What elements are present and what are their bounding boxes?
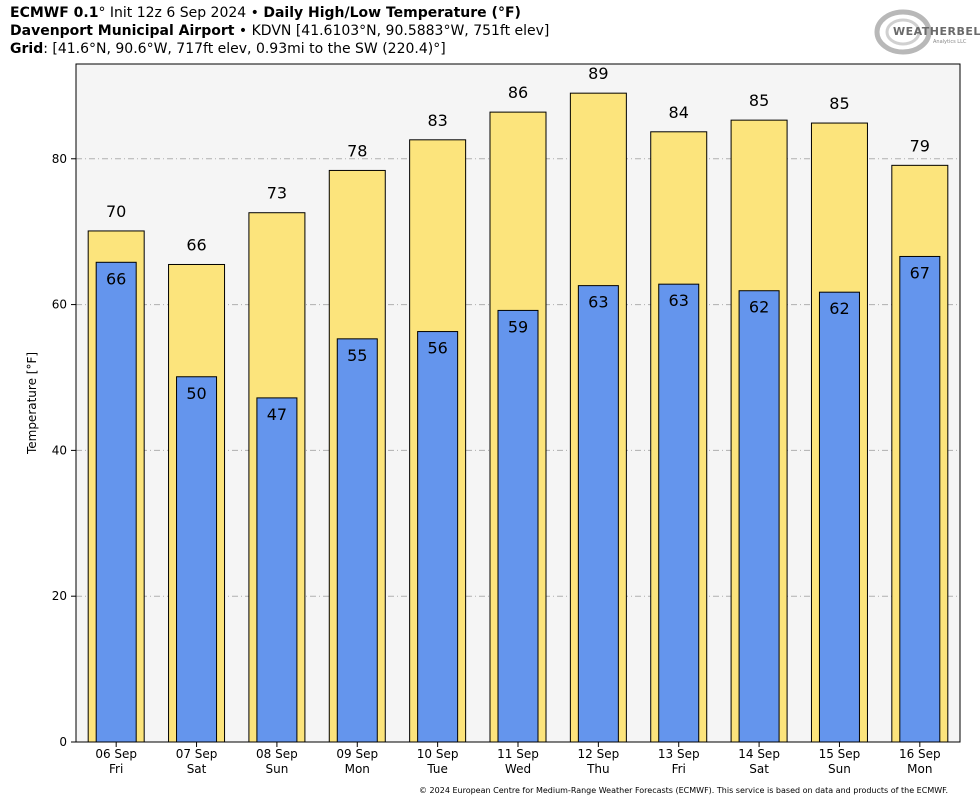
low-temperature-bars <box>95 255 941 743</box>
x-tick-date: 16 Sep <box>899 747 941 761</box>
init-time: Init 12z 6 Sep 2024 • <box>105 5 264 21</box>
x-tick-date: 13 Sep <box>658 747 700 761</box>
x-tick-weekday: Mon <box>907 762 932 776</box>
y-tick-label: 60 <box>52 298 67 312</box>
model-degree: ° <box>98 5 106 21</box>
x-tick-date: 08 Sep <box>256 747 298 761</box>
low-bar <box>176 376 218 743</box>
chart-header: ECMWF 0.1° Init 12z 6 Sep 2024 • Daily H… <box>10 4 549 58</box>
high-label: 83 <box>427 111 447 130</box>
high-label: 79 <box>910 136 930 155</box>
low-label: 47 <box>267 405 287 424</box>
low-bar <box>577 285 619 743</box>
x-tick-weekday: Tue <box>426 762 448 776</box>
x-tick-weekday: Sat <box>749 762 769 776</box>
data-labels: 70 66 66 50 73 47 78 55 83 56 86 59 89 63 84 63 85 62 85 62… <box>106 64 930 424</box>
low-bar <box>899 255 941 743</box>
header-line-2: Davenport Municipal Airport • KDVN [41.6… <box>10 22 549 40</box>
low-bar <box>497 309 539 743</box>
low-bar <box>336 338 378 743</box>
copyright-notice: © 2024 European Centre for Medium-Range … <box>419 786 948 795</box>
x-tick-date: 10 Sep <box>417 747 459 761</box>
high-label: 86 <box>508 83 528 102</box>
low-label: 59 <box>508 317 528 336</box>
model-name: ECMWF 0.1 <box>10 5 99 21</box>
x-tick-weekday: Wed <box>505 762 531 776</box>
x-tick-weekday: Thu <box>586 762 610 776</box>
grid-label: Grid <box>10 41 44 57</box>
low-label: 67 <box>910 263 930 282</box>
high-label: 73 <box>267 184 287 203</box>
high-label: 84 <box>669 103 689 122</box>
x-tick-date: 06 Sep <box>95 747 137 761</box>
low-label: 56 <box>427 339 447 358</box>
weatherbell-swirl-logo-icon <box>874 9 932 55</box>
chart-title: Daily High/Low Temperature (°F) <box>263 5 521 21</box>
header-line-1: ECMWF 0.1° Init 12z 6 Sep 2024 • Daily H… <box>10 4 549 22</box>
x-tick-date: 15 Sep <box>819 747 861 761</box>
high-label: 85 <box>749 91 769 110</box>
y-tick-label: 40 <box>52 443 67 457</box>
high-label: 85 <box>829 94 849 113</box>
high-label: 89 <box>588 64 608 83</box>
station-info: • KDVN [41.6103°N, 90.5883°W, 751ft elev… <box>234 23 550 39</box>
x-tick-date: 11 Sep <box>497 747 539 761</box>
header-line-3: Grid: [41.6°N, 90.6°W, 717ft elev, 0.93m… <box>10 40 549 58</box>
x-tick-date: 12 Sep <box>578 747 620 761</box>
x-tick-weekday: Sat <box>187 762 207 776</box>
low-label: 63 <box>669 291 689 310</box>
high-label: 66 <box>186 235 206 254</box>
x-tick-weekday: Fri <box>109 762 123 776</box>
low-bar <box>417 331 459 743</box>
low-bar <box>658 283 700 743</box>
x-tick-weekday: Fri <box>672 762 686 776</box>
x-tick-date: 09 Sep <box>336 747 378 761</box>
low-label: 62 <box>829 299 849 318</box>
high-label: 78 <box>347 141 367 160</box>
grid-info: : [41.6°N, 90.6°W, 717ft elev, 0.93mi to… <box>43 41 446 57</box>
low-label: 55 <box>347 346 367 365</box>
x-tick-date: 07 Sep <box>176 747 218 761</box>
x-tick-weekday: Sun <box>265 762 288 776</box>
y-tick-label: 20 <box>52 589 67 603</box>
low-bar <box>738 290 780 743</box>
station-name: Davenport Municipal Airport <box>10 23 235 39</box>
low-bar <box>95 261 137 743</box>
x-tick-weekday: Sun <box>828 762 851 776</box>
logo-subtext: Analytics LLC <box>933 39 967 45</box>
low-bar <box>818 291 860 743</box>
x-tick-date: 14 Sep <box>738 747 780 761</box>
high-label: 70 <box>106 202 126 221</box>
logo-text: WEATHERBELL <box>893 25 980 38</box>
low-label: 50 <box>186 384 206 403</box>
low-label: 66 <box>106 269 126 288</box>
low-label: 63 <box>588 293 608 312</box>
weatherbell-logo: WEATHERBELL Analytics LLC <box>873 6 980 62</box>
low-label: 62 <box>749 298 769 317</box>
low-bar <box>256 397 298 743</box>
y-axis-label: Temperature [°F] <box>25 352 39 455</box>
plot-frame <box>75 63 961 743</box>
x-tick-weekday: Mon <box>345 762 370 776</box>
y-tick-label: 0 <box>59 735 67 749</box>
y-tick-label: 80 <box>52 152 67 166</box>
